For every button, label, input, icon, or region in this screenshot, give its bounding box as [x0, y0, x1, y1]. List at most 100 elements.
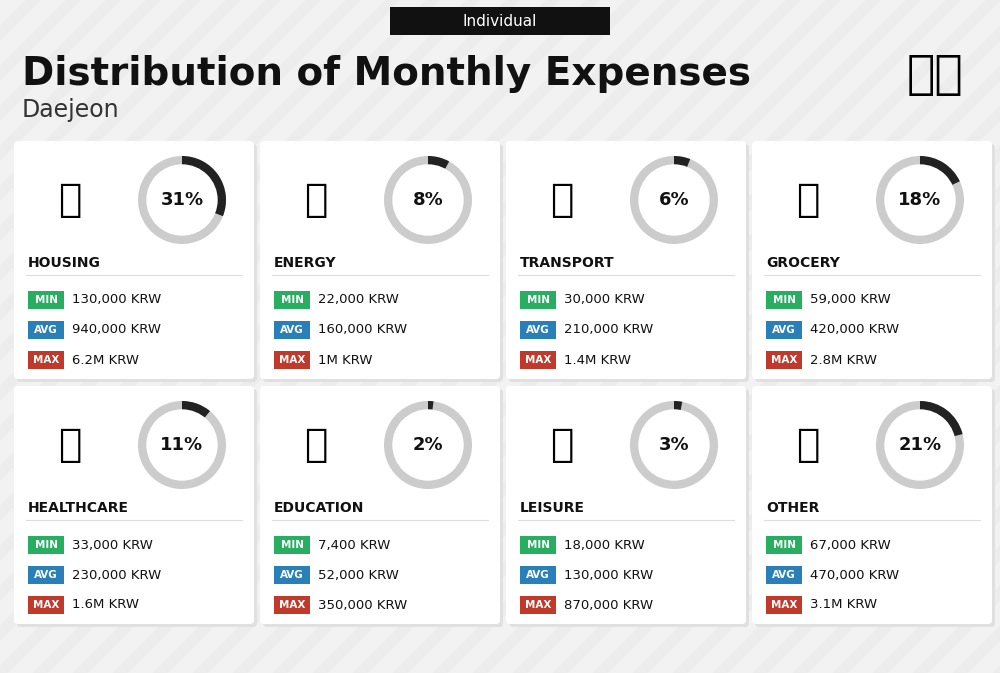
- Text: 🎓: 🎓: [304, 426, 328, 464]
- Text: 130,000 KRW: 130,000 KRW: [72, 293, 161, 306]
- Text: 21%: 21%: [898, 436, 942, 454]
- Text: 67,000 KRW: 67,000 KRW: [810, 538, 891, 551]
- FancyBboxPatch shape: [506, 386, 746, 624]
- FancyBboxPatch shape: [28, 536, 64, 554]
- Text: 3.1M KRW: 3.1M KRW: [810, 598, 877, 612]
- Wedge shape: [138, 401, 226, 489]
- Text: 130,000 KRW: 130,000 KRW: [564, 569, 653, 581]
- Text: 210,000 KRW: 210,000 KRW: [564, 324, 653, 336]
- Wedge shape: [920, 401, 963, 436]
- Text: 31%: 31%: [160, 191, 204, 209]
- Text: 230,000 KRW: 230,000 KRW: [72, 569, 161, 581]
- FancyBboxPatch shape: [390, 7, 610, 35]
- Wedge shape: [674, 156, 690, 168]
- Text: MAX: MAX: [33, 355, 59, 365]
- Wedge shape: [384, 156, 472, 244]
- Text: AVG: AVG: [34, 570, 58, 580]
- FancyBboxPatch shape: [509, 389, 749, 627]
- Wedge shape: [630, 156, 718, 244]
- FancyBboxPatch shape: [28, 291, 64, 309]
- FancyBboxPatch shape: [263, 144, 503, 382]
- Text: AVG: AVG: [34, 325, 58, 335]
- FancyBboxPatch shape: [28, 596, 64, 614]
- Text: HEALTHCARE: HEALTHCARE: [28, 501, 129, 515]
- FancyBboxPatch shape: [28, 566, 64, 584]
- Text: MAX: MAX: [771, 600, 797, 610]
- FancyBboxPatch shape: [520, 536, 556, 554]
- Text: MAX: MAX: [279, 600, 305, 610]
- Text: MIN: MIN: [772, 295, 796, 305]
- Text: 2%: 2%: [413, 436, 443, 454]
- Text: LEISURE: LEISURE: [520, 501, 585, 515]
- FancyBboxPatch shape: [520, 291, 556, 309]
- Text: 52,000 KRW: 52,000 KRW: [318, 569, 399, 581]
- FancyBboxPatch shape: [752, 386, 992, 624]
- Text: AVG: AVG: [280, 570, 304, 580]
- Text: MIN: MIN: [526, 540, 550, 550]
- FancyBboxPatch shape: [766, 321, 802, 339]
- Circle shape: [393, 165, 463, 235]
- Text: 🛒: 🛒: [796, 181, 820, 219]
- Circle shape: [885, 410, 955, 480]
- Circle shape: [885, 165, 955, 235]
- Text: Daejeon: Daejeon: [22, 98, 120, 122]
- Text: OTHER: OTHER: [766, 501, 819, 515]
- Wedge shape: [182, 401, 210, 418]
- Wedge shape: [428, 401, 434, 411]
- Text: MAX: MAX: [279, 355, 305, 365]
- Text: TRANSPORT: TRANSPORT: [520, 256, 615, 270]
- Text: MIN: MIN: [34, 540, 58, 550]
- Wedge shape: [182, 156, 226, 216]
- FancyBboxPatch shape: [520, 566, 556, 584]
- Wedge shape: [630, 401, 718, 489]
- Text: MIN: MIN: [280, 295, 304, 305]
- Text: Individual: Individual: [463, 13, 537, 28]
- Text: 3%: 3%: [659, 436, 689, 454]
- Text: 18%: 18%: [898, 191, 942, 209]
- FancyBboxPatch shape: [17, 144, 257, 382]
- FancyBboxPatch shape: [274, 566, 310, 584]
- Text: 🏢: 🏢: [58, 181, 82, 219]
- Text: 8%: 8%: [413, 191, 443, 209]
- Text: 🔌: 🔌: [304, 181, 328, 219]
- Text: 22,000 KRW: 22,000 KRW: [318, 293, 399, 306]
- Text: 11%: 11%: [160, 436, 204, 454]
- Text: 💰: 💰: [796, 426, 820, 464]
- FancyBboxPatch shape: [274, 291, 310, 309]
- Text: 940,000 KRW: 940,000 KRW: [72, 324, 161, 336]
- Wedge shape: [920, 156, 960, 185]
- Text: 7,400 KRW: 7,400 KRW: [318, 538, 390, 551]
- FancyBboxPatch shape: [260, 141, 500, 379]
- Text: 1.6M KRW: 1.6M KRW: [72, 598, 139, 612]
- FancyBboxPatch shape: [509, 144, 749, 382]
- Text: AVG: AVG: [772, 570, 796, 580]
- Circle shape: [147, 165, 217, 235]
- Text: AVG: AVG: [526, 325, 550, 335]
- FancyBboxPatch shape: [766, 291, 802, 309]
- Wedge shape: [384, 401, 472, 489]
- FancyBboxPatch shape: [260, 386, 500, 624]
- Wedge shape: [876, 156, 964, 244]
- FancyBboxPatch shape: [274, 351, 310, 369]
- Text: 6%: 6%: [659, 191, 689, 209]
- Text: 59,000 KRW: 59,000 KRW: [810, 293, 891, 306]
- FancyBboxPatch shape: [274, 321, 310, 339]
- FancyBboxPatch shape: [28, 321, 64, 339]
- Text: 350,000 KRW: 350,000 KRW: [318, 598, 407, 612]
- FancyBboxPatch shape: [520, 596, 556, 614]
- FancyBboxPatch shape: [520, 351, 556, 369]
- FancyBboxPatch shape: [506, 141, 746, 379]
- Text: 🇰🇷: 🇰🇷: [907, 52, 963, 98]
- Text: MIN: MIN: [526, 295, 550, 305]
- Text: ENERGY: ENERGY: [274, 256, 337, 270]
- Text: AVG: AVG: [772, 325, 796, 335]
- FancyBboxPatch shape: [14, 141, 254, 379]
- Text: MAX: MAX: [771, 355, 797, 365]
- Text: 470,000 KRW: 470,000 KRW: [810, 569, 899, 581]
- Text: MAX: MAX: [525, 355, 551, 365]
- Text: 30,000 KRW: 30,000 KRW: [564, 293, 645, 306]
- Text: MIN: MIN: [772, 540, 796, 550]
- Circle shape: [639, 410, 709, 480]
- FancyBboxPatch shape: [14, 386, 254, 624]
- FancyBboxPatch shape: [755, 144, 995, 382]
